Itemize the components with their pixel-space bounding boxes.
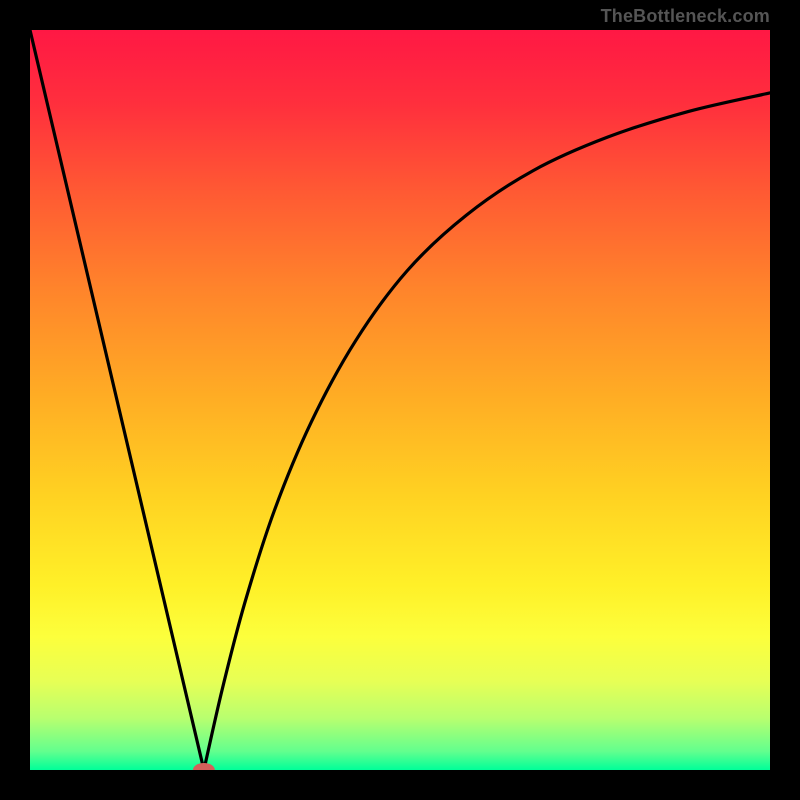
bottleneck-curve <box>30 30 770 770</box>
curve-layer <box>30 30 770 770</box>
plot-area <box>30 30 770 770</box>
watermark-text: TheBottleneck.com <box>601 6 770 27</box>
minimum-marker <box>193 763 215 770</box>
chart-frame: TheBottleneck.com <box>0 0 800 800</box>
